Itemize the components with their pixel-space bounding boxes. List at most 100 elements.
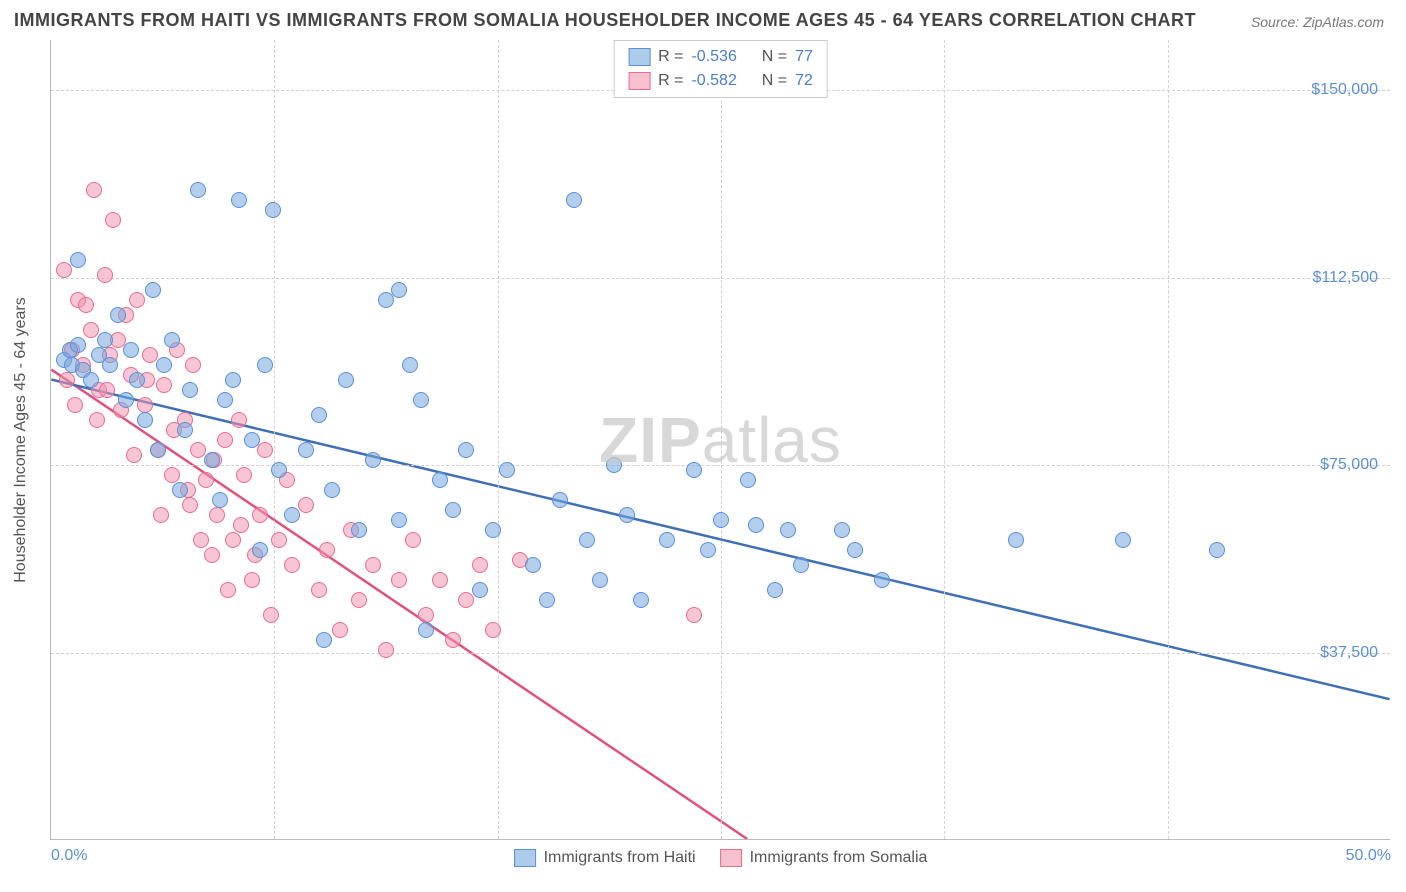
data-point (592, 572, 608, 588)
data-point (793, 557, 809, 573)
data-point (311, 407, 327, 423)
data-point (225, 532, 241, 548)
data-point (332, 622, 348, 638)
gridline-v (274, 40, 275, 839)
data-point (217, 392, 233, 408)
data-point (70, 337, 86, 353)
data-point (767, 582, 783, 598)
data-point (351, 522, 367, 538)
data-point (244, 432, 260, 448)
data-point (311, 582, 327, 598)
data-point (137, 397, 153, 413)
data-point (485, 522, 501, 538)
y-tick-label: $112,500 (1312, 269, 1378, 287)
swatch-haiti-bottom-icon (514, 849, 536, 867)
data-point (252, 507, 268, 523)
data-point (378, 292, 394, 308)
data-point (118, 392, 134, 408)
data-point (780, 522, 796, 538)
data-point (391, 282, 407, 298)
data-point (209, 507, 225, 523)
data-point (338, 372, 354, 388)
data-point (432, 572, 448, 588)
swatch-haiti-icon (628, 48, 650, 66)
data-point (445, 632, 461, 648)
r-label-a: R = (658, 45, 683, 69)
data-point (204, 547, 220, 563)
n-value-b: 72 (795, 69, 813, 93)
legend-label-haiti: Immigrants from Haiti (544, 849, 696, 867)
data-point (1209, 542, 1225, 558)
source-label: Source: ZipAtlas.com (1251, 14, 1384, 30)
data-point (351, 592, 367, 608)
data-point (606, 457, 622, 473)
data-point (182, 497, 198, 513)
gridline-v (721, 40, 722, 839)
data-point (198, 472, 214, 488)
n-label-b: N = (762, 69, 787, 93)
data-point (67, 397, 83, 413)
data-point (458, 592, 474, 608)
r-label-b: R = (658, 69, 683, 93)
legend-bottom: Immigrants from Haiti Immigrants from So… (514, 849, 928, 867)
data-point (156, 357, 172, 373)
data-point (748, 517, 764, 533)
legend-label-somalia: Immigrants from Somalia (750, 849, 928, 867)
data-point (566, 192, 582, 208)
data-point (56, 262, 72, 278)
data-point (231, 412, 247, 428)
data-point (236, 467, 252, 483)
data-point (298, 497, 314, 513)
data-point (365, 557, 381, 573)
y-axis-label: Householder Income Ages 45 - 64 years (12, 297, 30, 583)
data-point (378, 642, 394, 658)
data-point (472, 582, 488, 598)
legend-top: R = -0.536 N = 77 R = -0.582 N = 72 (613, 40, 828, 98)
data-point (619, 507, 635, 523)
swatch-somalia-bottom-icon (720, 849, 742, 867)
chart-title: IMMIGRANTS FROM HAITI VS IMMIGRANTS FROM… (14, 10, 1196, 31)
gridline-v (944, 40, 945, 839)
data-point (164, 467, 180, 483)
data-point (686, 462, 702, 478)
data-point (265, 202, 281, 218)
data-point (220, 582, 236, 598)
gridline-v (498, 40, 499, 839)
legend-top-row-a: R = -0.536 N = 77 (628, 45, 813, 69)
data-point (391, 512, 407, 528)
data-point (391, 572, 407, 588)
legend-top-row-b: R = -0.582 N = 72 (628, 69, 813, 93)
data-point (834, 522, 850, 538)
data-point (70, 252, 86, 268)
data-point (97, 267, 113, 283)
n-value-a: 77 (795, 45, 813, 69)
data-point (418, 622, 434, 638)
data-point (190, 182, 206, 198)
data-point (129, 292, 145, 308)
data-point (263, 607, 279, 623)
data-point (102, 357, 118, 373)
data-point (225, 372, 241, 388)
data-point (445, 502, 461, 518)
data-point (633, 592, 649, 608)
data-point (204, 452, 220, 468)
data-point (579, 532, 595, 548)
data-point (78, 297, 94, 313)
data-point (713, 512, 729, 528)
data-point (405, 532, 421, 548)
data-point (485, 622, 501, 638)
data-point (83, 372, 99, 388)
data-point (365, 452, 381, 468)
n-label-a: N = (762, 45, 787, 69)
data-point (472, 557, 488, 573)
r-value-a: -0.536 (691, 45, 736, 69)
gridline-v (1168, 40, 1169, 839)
data-point (244, 572, 260, 588)
chart-container: IMMIGRANTS FROM HAITI VS IMMIGRANTS FROM… (0, 0, 1406, 892)
data-point (499, 462, 515, 478)
data-point (874, 572, 890, 588)
data-point (402, 357, 418, 373)
data-point (284, 557, 300, 573)
data-point (284, 507, 300, 523)
data-point (193, 532, 209, 548)
